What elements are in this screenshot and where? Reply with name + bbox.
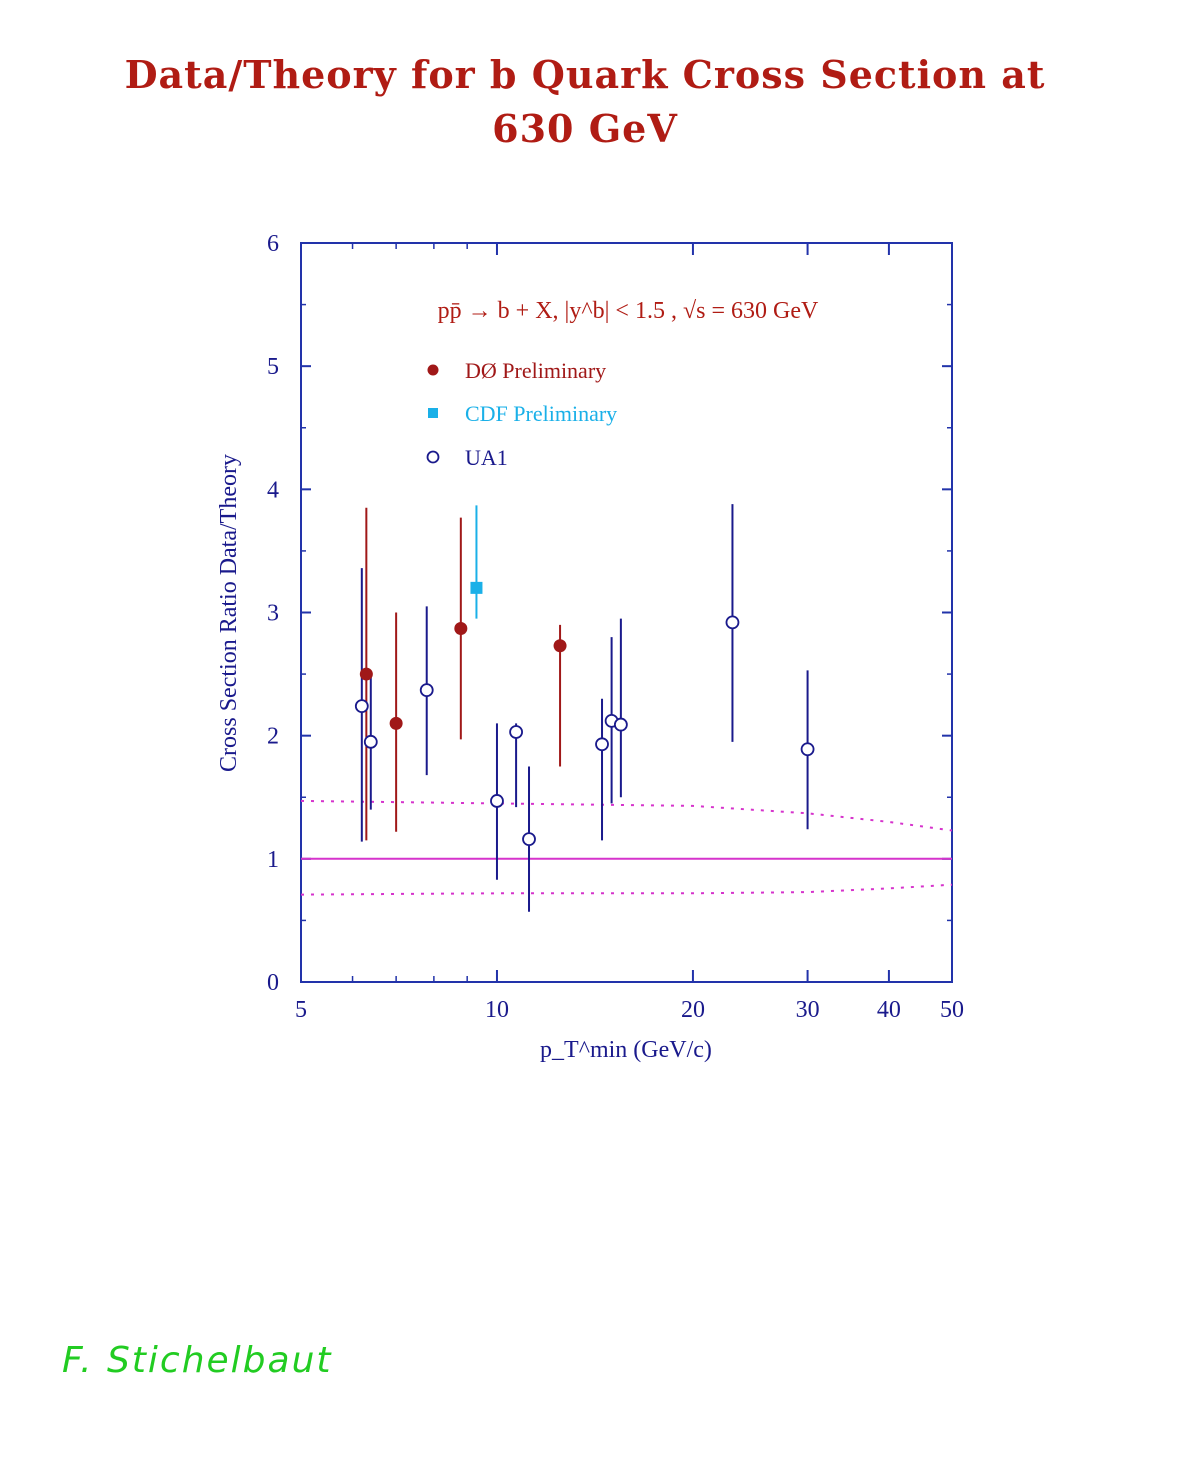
y-tick-label: 4 — [267, 477, 279, 503]
theory-upper-line — [300, 799, 953, 832]
d0-point — [389, 716, 403, 730]
x-tick-labels: 5 10 20 30 40 50 — [295, 997, 964, 1023]
ua1-point — [800, 742, 815, 757]
d0-point — [553, 639, 567, 653]
slide-title: Data/Theory for b Quark Cross Section at… — [0, 48, 1170, 156]
y-axis-label: Cross Section Ratio Data/Theory — [216, 454, 242, 772]
x-axis-label: p_T^min (GeV/c) — [540, 1037, 712, 1063]
signature: F. Stichelbaut — [62, 1340, 333, 1381]
y-tick-label: 6 — [267, 231, 279, 257]
legend-cdf-marker — [428, 408, 438, 418]
legend-label: CDF Preliminary — [465, 401, 617, 426]
y-tick-labels: 0 1 2 3 4 5 6 — [267, 231, 279, 996]
x-tick-label: 5 — [295, 997, 307, 1023]
title-line-1: Data/Theory for b Quark Cross Section at — [124, 52, 1046, 97]
x-tick-label: 20 — [681, 997, 705, 1023]
ua1-point — [522, 832, 536, 847]
legend: DØ Preliminary CDF Preliminary UA1 — [426, 358, 617, 470]
theory-lower-line — [300, 883, 953, 896]
ua1-point — [354, 699, 369, 714]
ua1-point — [595, 737, 609, 752]
d0-point — [454, 622, 468, 636]
x-tick-label: 50 — [940, 997, 964, 1023]
axis-ticks — [300, 242, 953, 983]
y-tick-label: 3 — [267, 601, 279, 627]
data-markers — [354, 581, 815, 847]
x-tick-label: 30 — [796, 997, 820, 1023]
ua1-point — [419, 683, 434, 697]
ua1-point — [613, 717, 628, 732]
process-label: pp̄ → b + X, |y^b| < 1.5 , √s = 630 GeV — [438, 298, 819, 324]
legend-ua1-marker — [426, 450, 440, 464]
legend-label: DØ Preliminary — [465, 358, 606, 383]
title-line-2: 630 GeV — [492, 106, 678, 151]
theory-band — [300, 799, 953, 896]
y-tick-label: 5 — [267, 354, 279, 380]
legend-d0-marker — [427, 364, 439, 376]
ua1-point — [725, 615, 740, 630]
legend-label: UA1 — [465, 445, 508, 470]
error-bars — [360, 504, 809, 912]
cdf-point — [470, 581, 483, 594]
d0-point — [359, 667, 373, 681]
y-tick-label: 2 — [267, 724, 279, 750]
y-tick-label: 1 — [267, 847, 279, 873]
y-tick-label: 0 — [267, 970, 279, 996]
ua1-point — [490, 794, 504, 808]
ua1-point — [363, 734, 378, 749]
ua1-point — [509, 725, 523, 739]
plot-frame — [300, 242, 953, 983]
x-tick-label: 40 — [877, 997, 901, 1023]
x-tick-label: 10 — [485, 997, 509, 1023]
